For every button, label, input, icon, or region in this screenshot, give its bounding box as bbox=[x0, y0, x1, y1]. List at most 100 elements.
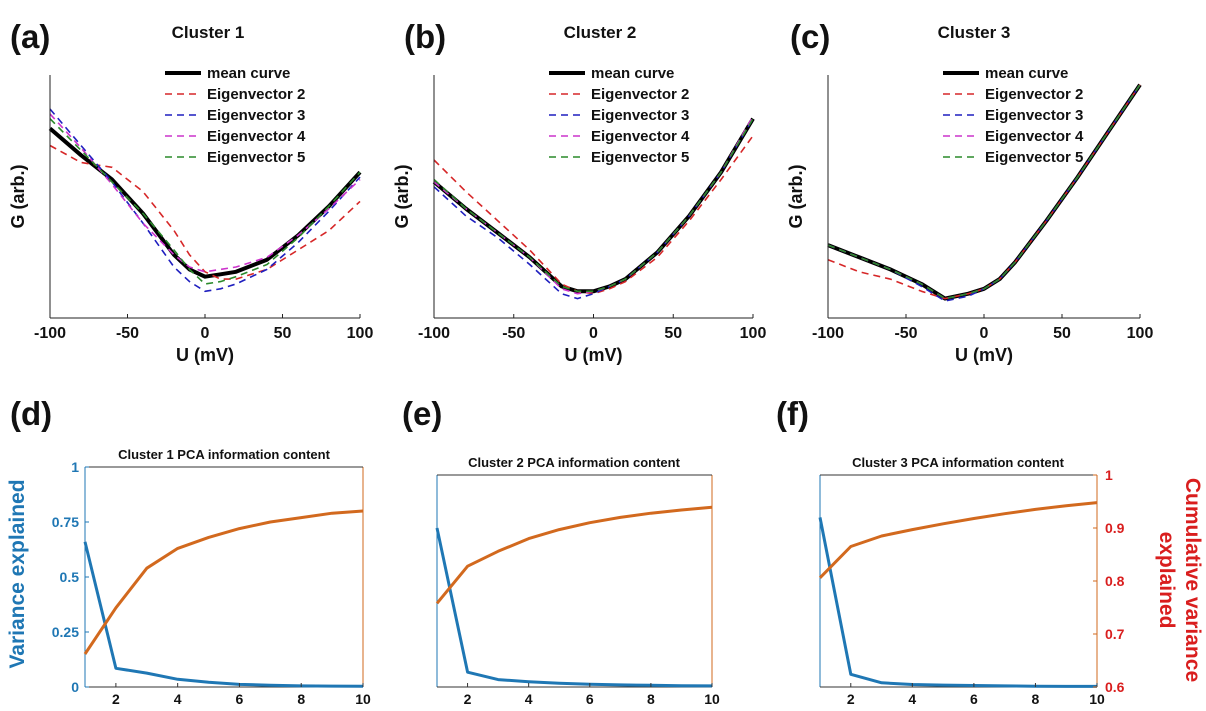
cumulative-line bbox=[818, 501, 1098, 579]
legend-label: Eigenvector 5 bbox=[591, 149, 689, 166]
y-axis-label: Variance explained bbox=[6, 479, 29, 668]
cumulative-line bbox=[83, 509, 364, 655]
panel-letter: (b) bbox=[404, 18, 446, 55]
panel-letter: (d) bbox=[10, 395, 52, 432]
panel-3: (c) Cluster 3 -100 -50 0 50 100 U (mV) G (arb.) m… bbox=[786, 18, 1153, 365]
x-tick-label: 0 bbox=[980, 325, 989, 342]
pca-title: Cluster 3 PCA information content bbox=[852, 455, 1065, 470]
x-tick-label: 6 bbox=[236, 691, 244, 707]
legend-label: Eigenvector 2 bbox=[207, 86, 305, 103]
legend-label: Eigenvector 2 bbox=[985, 86, 1083, 103]
series-line-eigenvector-4 bbox=[827, 84, 1141, 300]
y-axis-label: G (arb.) bbox=[392, 164, 412, 228]
x-tick-label: 10 bbox=[704, 691, 720, 707]
x-tick-label: 2 bbox=[847, 691, 855, 707]
y2-tick-label: 0.9 bbox=[1105, 520, 1125, 536]
x-tick-label: 8 bbox=[1032, 691, 1040, 707]
y-tick-label: 0.5 bbox=[60, 569, 80, 585]
x-axis-label: U (mV) bbox=[955, 345, 1013, 365]
x-tick-label: 10 bbox=[355, 691, 371, 707]
y2-axis-label: Cumulative varianceexplained bbox=[1155, 478, 1204, 682]
panel-letter: (f) bbox=[776, 395, 809, 432]
x-tick-label: 50 bbox=[664, 325, 682, 342]
x-tick-label: 100 bbox=[1127, 325, 1154, 342]
series-line-eigenvector-2 bbox=[49, 144, 361, 280]
pca-panel-1: (d) Cluster 1 PCA information content 2 4 6 8… bbox=[6, 395, 371, 707]
y2-tick-label: 0.6 bbox=[1105, 679, 1125, 695]
series-line-eigenvector-4 bbox=[49, 113, 361, 273]
pca-panel-2: (e) Cluster 2 PCA information content 2 4 6 8… bbox=[402, 395, 720, 707]
variance-line bbox=[818, 517, 1097, 688]
y-tick-label: 1 bbox=[71, 459, 79, 475]
x-tick-label: 2 bbox=[464, 691, 472, 707]
x-tick-label: 4 bbox=[525, 691, 533, 707]
panel-2: (b) Cluster 2 -100 -50 0 50 100 U (mV) G (arb.) m… bbox=[392, 18, 766, 365]
panel-title: Cluster 3 bbox=[938, 23, 1011, 42]
x-tick-label: 8 bbox=[647, 691, 655, 707]
x-tick-label: -50 bbox=[502, 325, 525, 342]
x-tick-label: -100 bbox=[812, 325, 844, 342]
panel-letter: (e) bbox=[402, 395, 442, 432]
y2-tick-label: 0.8 bbox=[1105, 573, 1125, 589]
pca-title: Cluster 2 PCA information content bbox=[468, 455, 681, 470]
legend-label: Eigenvector 4 bbox=[591, 128, 690, 145]
y2-tick-label: 0.7 bbox=[1105, 626, 1125, 642]
x-tick-label: 2 bbox=[112, 691, 120, 707]
x-tick-label: 10 bbox=[1089, 691, 1105, 707]
x-tick-label: 6 bbox=[970, 691, 978, 707]
x-tick-label: 6 bbox=[586, 691, 594, 707]
x-tick-label: 100 bbox=[740, 325, 767, 342]
panel-letter: (a) bbox=[10, 18, 50, 55]
series-line-mean bbox=[48, 126, 362, 279]
legend-label: Eigenvector 4 bbox=[985, 128, 1084, 145]
cumulative-line bbox=[435, 505, 713, 605]
y-axis-label: G (arb.) bbox=[786, 164, 806, 228]
legend-label: Eigenvector 5 bbox=[985, 149, 1083, 166]
legend-label: Eigenvector 3 bbox=[985, 107, 1083, 124]
x-axis-label: U (mV) bbox=[176, 345, 234, 365]
x-tick-label: 4 bbox=[174, 691, 182, 707]
x-tick-label: 50 bbox=[274, 325, 292, 342]
y-tick-label: 0.25 bbox=[52, 624, 79, 640]
series-line-eigenvector-5 bbox=[49, 118, 361, 285]
series-line-mean bbox=[827, 83, 1142, 301]
panel-letter: (c) bbox=[790, 18, 830, 55]
x-tick-label: -100 bbox=[418, 325, 450, 342]
legend-label: Eigenvector 4 bbox=[207, 128, 306, 145]
legend-label: Eigenvector 5 bbox=[207, 149, 305, 166]
legend-label: mean curve bbox=[207, 65, 290, 82]
y2-axis-label-line: Cumulative variance bbox=[1181, 478, 1204, 682]
y-tick-label: 0.75 bbox=[52, 514, 79, 530]
legend-label: Eigenvector 2 bbox=[591, 86, 689, 103]
x-tick-label: 0 bbox=[589, 325, 598, 342]
series-line-eigenvector-3 bbox=[433, 118, 754, 300]
y2-tick-label: 1 bbox=[1105, 467, 1113, 483]
pca-panel-3: (f) Cluster 3 PCA information content 2 4 6 8… bbox=[776, 395, 1204, 707]
x-tick-label: -100 bbox=[34, 325, 66, 342]
x-tick-label: 0 bbox=[201, 325, 210, 342]
y-tick-label: 0 bbox=[71, 679, 79, 695]
legend-label: mean curve bbox=[591, 65, 674, 82]
series-line-eigenvector-3 bbox=[827, 84, 1141, 302]
series-line-eigenvector-3 bbox=[49, 108, 361, 293]
x-tick-label: 100 bbox=[347, 325, 374, 342]
series-line-eigenvector-5 bbox=[827, 84, 1141, 300]
legend-label: Eigenvector 3 bbox=[591, 107, 689, 124]
legend-label: Eigenvector 3 bbox=[207, 107, 305, 124]
pca-title: Cluster 1 PCA information content bbox=[118, 447, 331, 462]
series-line-eigenvector-2 bbox=[827, 84, 1141, 300]
panel-title: Cluster 1 bbox=[172, 23, 245, 42]
legend-label: mean curve bbox=[985, 65, 1068, 82]
variance-line bbox=[83, 541, 364, 688]
series-line-eigenvector-2 bbox=[433, 135, 754, 295]
x-tick-label: 50 bbox=[1053, 325, 1071, 342]
x-tick-label: 4 bbox=[908, 691, 916, 707]
x-tick-label: -50 bbox=[116, 325, 139, 342]
x-tick-label: -50 bbox=[894, 325, 917, 342]
panel-title: Cluster 2 bbox=[564, 23, 637, 42]
variance-line bbox=[435, 527, 713, 688]
x-tick-label: 8 bbox=[297, 691, 305, 707]
panel-1: (a) Cluster 1 -100 -50 0 50 100 U (mV) G (arb.) m… bbox=[8, 18, 373, 365]
y2-axis-label-line: explained bbox=[1155, 532, 1178, 629]
